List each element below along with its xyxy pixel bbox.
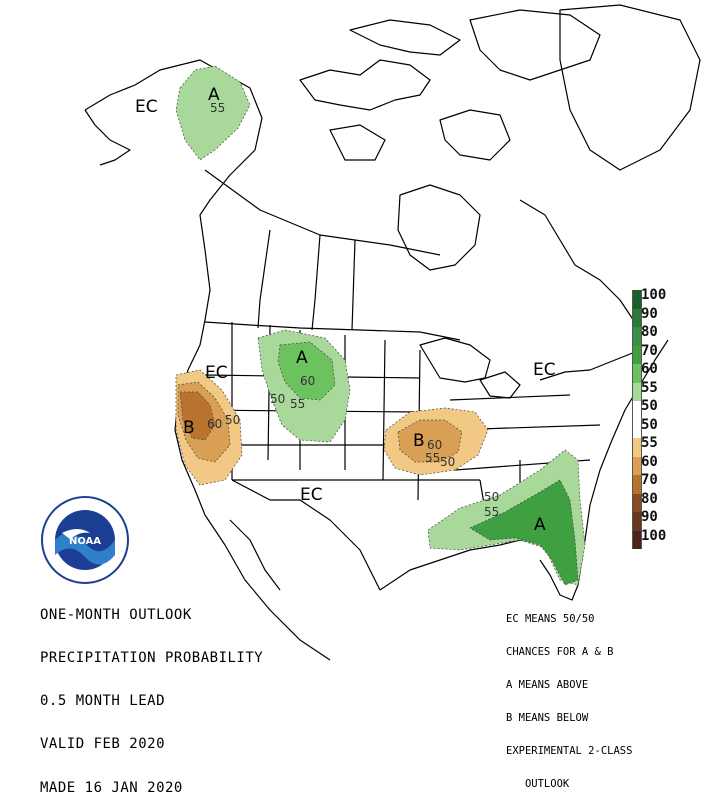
contour-plains-50: 50 (270, 392, 285, 406)
legend-swatch (632, 308, 642, 327)
note-line: A MEANS ABOVE (506, 679, 589, 691)
note-line: OUTLOOK (506, 778, 570, 790)
above-normal-areas (175, 65, 586, 586)
label-ec-east: EC (533, 360, 556, 380)
legend-swatch (632, 493, 642, 512)
label-b-california: B (183, 418, 195, 438)
legend-swatch (632, 530, 642, 549)
label-b-ohio-valley: B (413, 431, 425, 451)
legend-label: 50 (641, 416, 658, 433)
noaa-logo-icon: NOAA (40, 495, 130, 585)
legend-label: 100 (641, 287, 667, 303)
probability-legend: 100 90 80 70 60 55 50 50 55 60 70 80 90 100 (632, 287, 712, 558)
legend-item: 55 (632, 435, 712, 457)
legend-swatch (632, 456, 642, 475)
label-a-southeast: A (534, 515, 546, 535)
legend-swatch (632, 438, 642, 457)
contour-ohio-55: 55 (425, 451, 440, 465)
contour-labels: 55 60 50 55 60 50 60 55 50 50 55 (207, 101, 499, 519)
legend-swatch (632, 419, 642, 438)
legend-label: 55 (641, 379, 658, 396)
contour-plains-55: 55 (290, 397, 305, 411)
contour-alaska-55: 55 (210, 101, 225, 115)
legend-swatch (632, 382, 642, 401)
title-line: MADE 16 JAN 2020 (40, 779, 183, 796)
legend-item: 100 (632, 287, 712, 309)
title-line: 0.5 MONTH LEAD (40, 693, 166, 710)
legend-swatch (632, 290, 642, 309)
legend-swatch (632, 345, 642, 364)
legend-label: 90 (641, 305, 658, 322)
note-line: B MEANS BELOW (506, 712, 589, 724)
legend-item: 90 (632, 305, 712, 327)
contour-se-50: 50 (484, 490, 499, 504)
legend-label: 100 (641, 527, 667, 544)
legend-swatch (632, 364, 642, 383)
label-ec-alaska: EC (135, 97, 158, 117)
legend-item: 90 (632, 509, 712, 531)
legend-swatch (632, 401, 642, 420)
contour-ohio-60: 60 (427, 438, 442, 452)
legend-notes: EC MEANS 50/50 CHANCES FOR A & B A MEANS… (506, 592, 632, 801)
contour-ca-60: 60 (207, 417, 222, 431)
label-a-north-plains: A (296, 348, 308, 368)
legend-label: 50 (641, 398, 658, 414)
label-a-alaska: A (208, 85, 220, 105)
legend-item: 80 (632, 490, 712, 512)
label-ec-west: EC (205, 363, 228, 383)
outlook-map: EC EC EC EC A A A B B 55 60 50 55 60 50 … (84, 4, 701, 661)
contour-ohio-50: 50 (440, 455, 455, 469)
label-ec-south: EC (300, 485, 323, 505)
legend-item: 50 (632, 416, 712, 438)
legend-item: 60 (632, 361, 712, 383)
southeast-above-60 (469, 479, 579, 586)
noaa-logo-text: NOAA (69, 536, 101, 547)
below-normal-areas (175, 369, 489, 486)
legend-label: 80 (641, 324, 658, 340)
legend-swatch (632, 327, 642, 346)
ohio-below-60 (397, 419, 463, 463)
legend-label: 70 (641, 472, 658, 488)
legend-label: 55 (641, 435, 658, 451)
contour-ca-50: 50 (225, 413, 240, 427)
alaska-above-55 (175, 65, 251, 161)
legend-item: 70 (632, 472, 712, 494)
title-line: VALID FEB 2020 (40, 736, 166, 753)
legend-item: 50 (632, 398, 712, 420)
california-below-70 (179, 391, 216, 441)
legend-label: 80 (641, 490, 658, 507)
contour-se-55: 55 (484, 505, 499, 519)
note-line: CHANCES FOR A & B (506, 646, 614, 658)
legend-item: 70 (632, 342, 712, 364)
legend-label: 60 (641, 361, 658, 377)
legend-label: 60 (641, 453, 658, 470)
legend-swatch (632, 475, 642, 494)
legend-label: 70 (641, 342, 658, 359)
title-line: ONE-MONTH OUTLOOK (40, 606, 192, 623)
legend-swatch (632, 512, 642, 531)
legend-item: 60 (632, 453, 712, 475)
contour-plains-60: 60 (300, 374, 315, 388)
plains-above-60 (277, 341, 336, 401)
note-line: EXPERIMENTAL 2-CLASS (506, 745, 633, 757)
legend-item: 100 (632, 527, 712, 549)
legend-item: 80 (632, 324, 712, 346)
legend-item: 55 (632, 379, 712, 401)
outlook-title-block: ONE-MONTH OUTLOOK PRECIPITATION PROBABIL… (40, 579, 263, 809)
title-line: PRECIPITATION PROBABILITY (40, 650, 264, 667)
legend-label: 90 (641, 509, 658, 525)
region-labels: EC EC EC EC A A A B B (135, 85, 556, 535)
note-line: EC MEANS 50/50 (506, 613, 595, 625)
